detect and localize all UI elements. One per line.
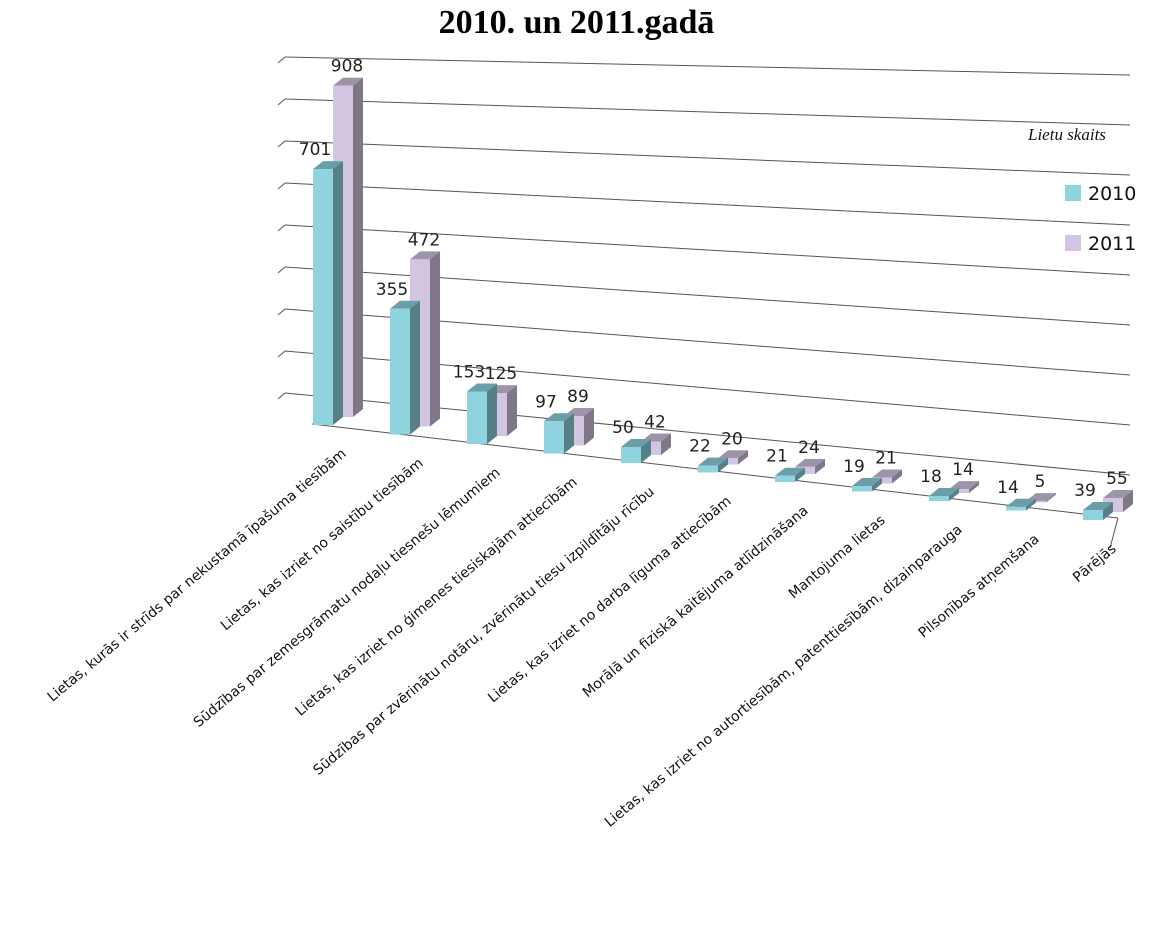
legend-swatch-2010 [1065,185,1081,201]
bar-2010-side [795,467,805,482]
axis-tick [277,266,286,274]
value-label-2011: 89 [567,387,589,407]
gridline [284,98,1131,126]
bar-2010-side [1103,502,1113,520]
bar-2010-side [487,383,497,444]
bar-2010-side [1026,498,1036,511]
value-label-2010: 50 [612,418,634,438]
category-label: Lietas, kurās ir strīds par nekustamā īp… [45,446,350,705]
bar-2011-side [1046,493,1056,503]
value-label-2011: 21 [875,448,897,468]
bar-2011-side [969,481,979,493]
gridline [284,182,1131,226]
category-label: Mantojuma lietas [786,512,889,602]
bar-2010 [929,496,949,501]
value-label-2010: 19 [843,457,865,477]
y-axis-label: Lietu skaits [1027,125,1106,144]
gridline [284,56,1131,76]
value-label-2010: 97 [535,392,557,412]
bar-2010-side [949,488,959,501]
axis-tick [277,98,286,106]
bar-2010 [775,475,795,482]
legend: 2010 2011 [1065,183,1136,255]
bar-2011-side [815,458,825,474]
bar-2010 [313,169,333,425]
axis-tick [277,140,286,148]
bar-2010-side [564,413,574,454]
bar-2010-side [718,457,728,473]
chart-title: 2010. un 2011.gadā [438,4,715,41]
value-label-2011: 125 [485,364,517,384]
legend-swatch-2011 [1065,235,1081,251]
value-label-2011: 42 [644,413,666,433]
value-label-2010: 22 [689,437,711,457]
bar-2011-side [584,407,594,446]
value-label-2011: 908 [331,57,363,77]
bar-2010 [1083,510,1103,520]
value-label-2011: 24 [798,438,820,458]
bars [313,77,1133,520]
value-label-2011: 14 [952,460,974,480]
bar-2011-side [738,450,748,465]
axis-tick [277,350,286,358]
axis-tick [277,224,286,232]
bar-2010 [621,446,641,463]
bar-2011-side [353,77,363,417]
bar-2010 [1006,506,1026,511]
axis-tick [277,308,286,316]
bar-2010-side [410,300,420,435]
value-label-2011: 55 [1106,469,1128,489]
legend-label-2010: 2010 [1088,183,1136,205]
value-label-2010: 21 [766,447,788,467]
category-labels: Lietas, kurās ir strīds par nekustamā īp… [45,446,1120,831]
bar-2010 [698,465,718,473]
x-axis-edge [1109,517,1119,549]
value-label-2010: 355 [376,280,408,300]
axis-tick [277,56,286,64]
value-label-2010: 701 [299,140,331,160]
bar-2011-side [1123,489,1133,512]
bar-2010 [852,486,872,492]
bar-2010 [544,421,564,454]
gridline [284,224,1131,276]
axis-tick [277,182,286,190]
value-labels: 701 908 355 472 153 125 97 89 50 42 22 20 21 24 19 21 18… [299,57,1128,501]
bar-2011-side [892,469,902,484]
category-label: Sūdzības par zemesgrāmatu nodaļu tiesneš… [191,465,504,731]
category-label: Sūdzības par zvērinātu notāru, zvērinātu… [310,484,657,779]
bar-2011-side [661,433,671,455]
bar-2010-side [641,438,651,463]
bar-2011-side [430,251,440,427]
value-label-2010: 14 [997,478,1019,498]
bar-2010 [390,308,410,435]
gridline [284,140,1131,176]
bar-2010-side [872,478,882,492]
value-label-2011: 5 [1035,472,1046,492]
legend-label-2011: 2011 [1088,233,1136,255]
value-label-2010: 39 [1074,481,1096,501]
category-label: Pārējās [1070,541,1119,586]
bar-2011-side [507,385,517,436]
axis-tick [277,392,286,400]
value-label-2010: 153 [453,363,485,383]
value-label-2010: 18 [920,467,942,487]
bar-2010 [467,391,487,444]
value-label-2011: 472 [408,230,440,250]
value-label-2011: 20 [721,429,743,449]
bar-2010-side [333,161,343,425]
